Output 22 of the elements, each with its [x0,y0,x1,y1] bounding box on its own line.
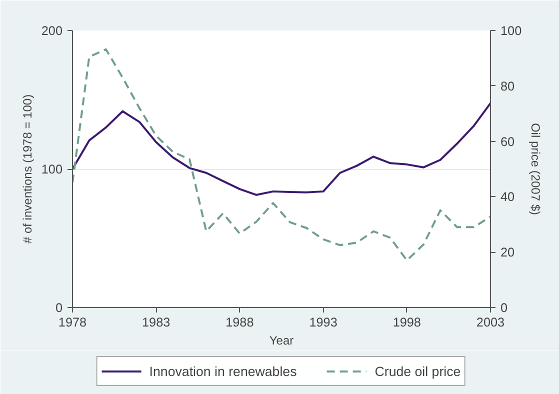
x-axis-title: Year [269,334,294,348]
y2-tick-label: 40 [500,190,515,204]
y-tick-label: 0 [55,301,63,315]
y-tick-label: 100 [41,162,63,176]
y2-axis-title: Oil price (2007 $) [528,122,543,216]
y2-tick-label: 60 [500,134,515,149]
y2-tick-label: 100 [500,24,522,38]
x-tick-label: 1998 [392,316,421,330]
x-tick-label: 1988 [226,316,254,330]
y2-tick-label: 80 [500,79,515,94]
legend-label: Crude oil price [374,364,461,378]
y2-tick-label: 0 [500,301,508,315]
x-tick-label: 1993 [309,316,338,330]
line-series [72,48,490,262]
x-tick-label: 1983 [142,316,170,330]
x-tick-label: 2003 [476,316,505,330]
legend-label: Innovation in renewables [149,364,297,378]
line-series [72,102,490,196]
x-tick-label: 1978 [58,316,87,330]
y-axis-title: # of inventions (1978 = 100) [20,94,34,244]
y-tick-label: 200 [41,24,63,38]
y2-tick-label: 20 [500,246,515,260]
